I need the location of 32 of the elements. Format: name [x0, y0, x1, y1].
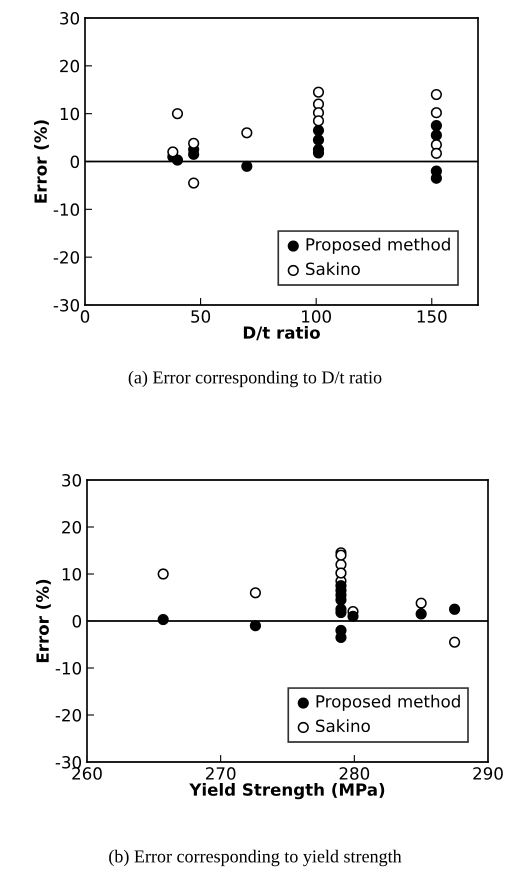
y-axis-title: Error (%) [36, 580, 51, 662]
legend-label: Proposed method [316, 694, 460, 711]
text: (a) Error corresponding to D/t ratio [128, 370, 382, 388]
y-tick-label: -20 [54, 251, 80, 264]
x-axis-title: D/t ratio [244, 326, 320, 340]
y-tick-label: 0 [72, 614, 82, 628]
legend-label: Proposed method [306, 238, 450, 254]
y-tick-label: 20 [62, 520, 82, 534]
x-tick-label: 0 [80, 310, 90, 323]
y-tick-label: 10 [60, 108, 80, 120]
x-tick-label: 280 [340, 767, 370, 780]
x-axis-title: Yield Strength (MPa) [189, 782, 384, 800]
y-tick-label: -30 [54, 298, 80, 312]
y-tick-label: 0 [70, 155, 80, 168]
y-tick-label: -10 [56, 662, 82, 675]
y-tick-label: -10 [54, 203, 80, 216]
y-tick-label: 10 [62, 568, 82, 581]
x-tick-label: 100 [302, 310, 331, 323]
y-tick-label: 30 [60, 12, 80, 25]
x-tick-label: 50 [191, 310, 210, 323]
y-tick-label: -30 [56, 756, 82, 769]
y-tick-label: 30 [62, 474, 82, 487]
x-tick-label: 270 [206, 767, 236, 780]
legend-label: Sakino [306, 262, 360, 276]
legend-label: Sakino [316, 719, 370, 732]
y-axis-title: Error (%) [34, 120, 49, 203]
y-tick-label: -20 [56, 708, 82, 722]
x-tick-label: 260 [72, 767, 102, 780]
x-tick-label: 290 [473, 767, 503, 780]
text: (b) Error corresponding to yield strength [109, 850, 402, 866]
y-tick-label: 20 [60, 60, 80, 72]
x-tick-label: 150 [418, 310, 447, 323]
